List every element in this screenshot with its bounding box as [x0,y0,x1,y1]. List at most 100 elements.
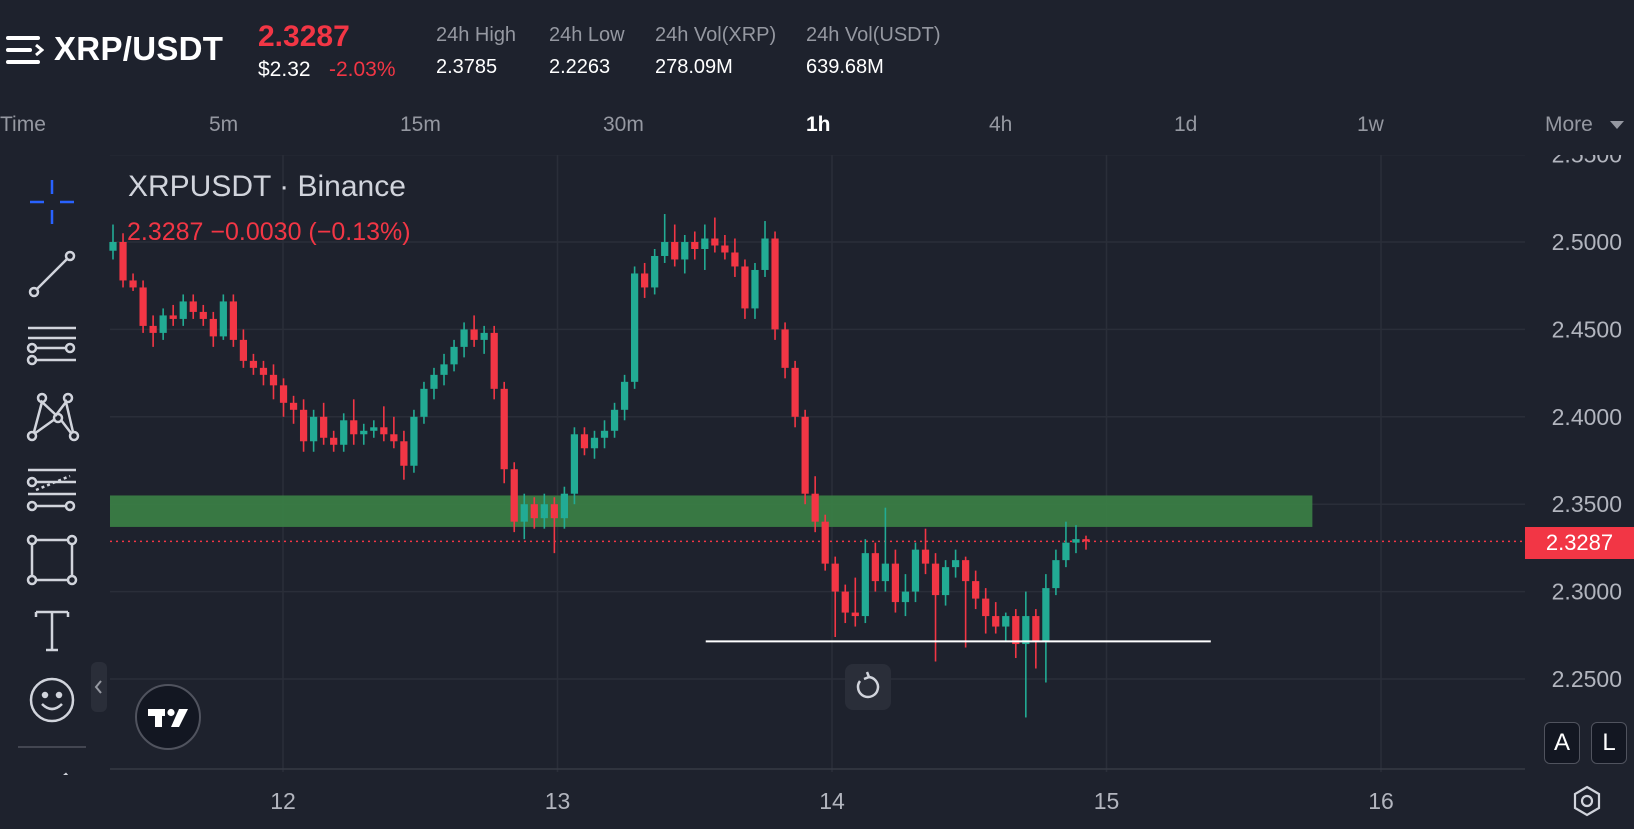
candle-body [550,504,558,519]
candle-body [681,242,689,260]
auto-scale-button[interactable]: A [1544,722,1580,764]
candle-body [239,339,248,361]
more-timeframes-button[interactable]: More [1545,113,1593,136]
candle-body [209,318,217,337]
candle-body [540,504,548,519]
candle-body [641,273,649,288]
candle-body [560,493,569,519]
change-percent: -2.03% [329,58,396,81]
emoji-icon[interactable] [22,670,82,730]
candle-body [380,427,388,435]
candle-body [299,409,308,442]
candle-body [741,266,749,309]
tab-30m[interactable]: 30m [603,113,644,136]
candle-body [911,549,920,592]
tab-1h[interactable]: 1h [806,113,831,136]
candle-body [1052,560,1060,589]
tab-1w[interactable]: 1w [1357,113,1384,136]
candle-body [490,332,498,389]
tab-5m[interactable]: 5m [209,113,239,136]
candle-body [781,329,789,368]
candle-body [320,416,328,438]
candle-body [119,242,127,281]
candle-body [761,238,769,270]
price-tick-label: 2.4500 [1552,316,1622,342]
tab-15m[interactable]: 15m [400,113,441,136]
tab-4h[interactable]: 4h [989,113,1013,136]
timeframe-label: Time [0,113,46,136]
candle-body [370,427,378,431]
time-axis-labels: 12 13 14 15 16 [270,788,1394,814]
price-tick-label: 2.3000 [1552,579,1622,605]
candle-body [861,553,869,617]
candle-body [941,567,950,596]
candle-body [1072,539,1080,543]
candle-body [962,560,970,582]
candle-body [360,430,368,435]
chevron-down-icon[interactable] [1610,121,1624,129]
candle-body [821,521,829,564]
candle-body [139,287,147,326]
tradingview-logo-icon[interactable] [135,684,201,750]
candle-body [420,388,428,417]
last-price: 2.3287 [258,20,350,53]
candle-body [500,388,508,470]
candle-body [931,563,940,596]
candle-body [651,255,659,288]
candle-body [159,315,167,333]
candle-body [851,612,859,617]
candle-body [891,563,900,603]
candle-body [259,367,268,375]
candle-body [711,238,719,246]
candle-body [460,329,468,347]
usd-price: $2.32 [258,58,311,81]
drawing-toolbar [0,155,105,828]
price-tick-label: 2.5500 [1552,155,1622,168]
price-tick-label: 2.3500 [1552,491,1622,517]
candle-body [982,598,990,617]
price-tick-label: 2.2500 [1552,666,1622,692]
candle-body [951,560,960,568]
tab-1d[interactable]: 1d [1174,113,1198,136]
settings-icon[interactable] [1570,784,1604,818]
stat-label-vol-usdt: 24h Vol(USDT) [806,24,941,46]
crosshair-icon[interactable] [22,172,82,232]
candle-body [671,242,679,260]
candle-body [751,269,759,309]
horizontal-lines-icon[interactable] [22,316,82,376]
candle-body [630,273,639,382]
candle-body [279,385,288,403]
candle-body [610,409,619,431]
time-tick-label: 13 [545,788,571,814]
candle-body [199,311,207,319]
candle-body [129,280,137,288]
candle-body [510,469,518,522]
candle-body [871,553,879,582]
menu-icon[interactable] [6,32,45,68]
candle-body [149,325,157,333]
candle-body [530,504,538,519]
trend-line-icon[interactable] [22,244,82,304]
candle-body [450,346,458,365]
candle-body [350,420,358,435]
time-tick-label: 15 [1094,788,1120,814]
candle-body [310,416,318,442]
toolbar-collapse-button[interactable] [91,662,107,712]
candle-body [440,364,448,375]
candle-body [600,430,609,438]
rectangle-icon[interactable] [22,530,82,590]
text-icon[interactable] [22,600,82,660]
fib-icon[interactable] [22,460,82,520]
time-tick-label: 12 [270,788,296,814]
candle-body [249,360,258,368]
reset-chart-button[interactable] [845,664,891,710]
pattern-icon[interactable] [22,388,82,448]
toolbar-divider [18,746,86,748]
candle-body [109,242,117,251]
candle-body [1082,539,1090,542]
candle-body [169,315,177,319]
time-tick-label: 16 [1368,788,1394,814]
price-chart[interactable]: 2.5500 2.5000 2.4500 2.4000 2.3500 2.3000 2.25… [0,155,1634,828]
log-scale-button[interactable]: L [1591,722,1627,764]
pair-title[interactable]: XRP/USDT [54,30,224,67]
